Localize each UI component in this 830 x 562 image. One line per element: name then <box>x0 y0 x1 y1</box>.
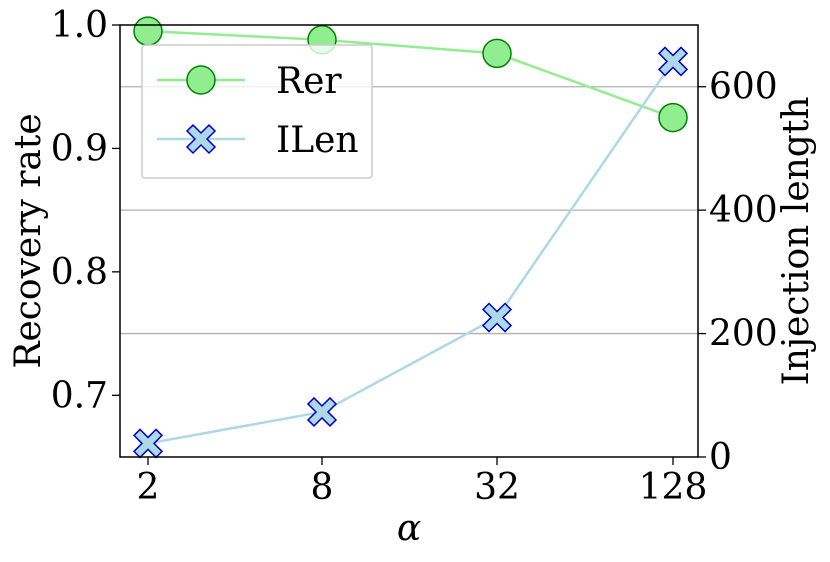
legend-ilen-marker <box>185 123 217 155</box>
data-point-ilen <box>481 302 513 333</box>
data-point-rer <box>658 102 688 133</box>
y-left-tick-label: 1.0 <box>51 5 108 46</box>
y-left-tick-label: 0.8 <box>51 252 108 293</box>
x-axis-label: α <box>397 508 421 549</box>
y-left-tick-label: 0.9 <box>51 128 108 169</box>
x-tick-label: 128 <box>639 467 708 508</box>
x-tick-label: 32 <box>474 467 520 508</box>
data-point-ilen <box>657 46 689 77</box>
data-point-rer <box>133 16 163 46</box>
legend-ilen-label: ILen <box>276 120 359 161</box>
plot-frame <box>119 24 699 458</box>
y-right-tick-label: 600 <box>709 67 778 108</box>
series-markers <box>132 16 689 459</box>
data-point-ilen <box>132 428 164 459</box>
y-left-tick-label: 0.7 <box>51 375 108 416</box>
series-line-ilen <box>147 60 675 445</box>
axis-ticks: 0.7 0.8 0.9 1.0 0 200 400 600 2 8 32 128 <box>51 5 778 508</box>
legend: Rer ILen <box>141 44 373 179</box>
y-axis-label-left: Recovery rate <box>8 113 49 368</box>
y-right-tick-label: 200 <box>709 314 778 355</box>
x-tick-label: 8 <box>311 467 334 508</box>
data-point-ilen <box>306 396 338 428</box>
legend-rer-marker <box>186 65 216 95</box>
y-axis-label-right: Injection length <box>776 96 817 385</box>
x-tick-label: 2 <box>137 467 160 508</box>
data-point-rer <box>482 38 512 69</box>
y-right-tick-label: 0 <box>709 437 732 478</box>
series-line-rer <box>147 29 674 119</box>
series-lines <box>147 29 675 445</box>
legend-rer-label: Rer <box>276 61 342 102</box>
y-right-tick-label: 400 <box>709 190 778 231</box>
